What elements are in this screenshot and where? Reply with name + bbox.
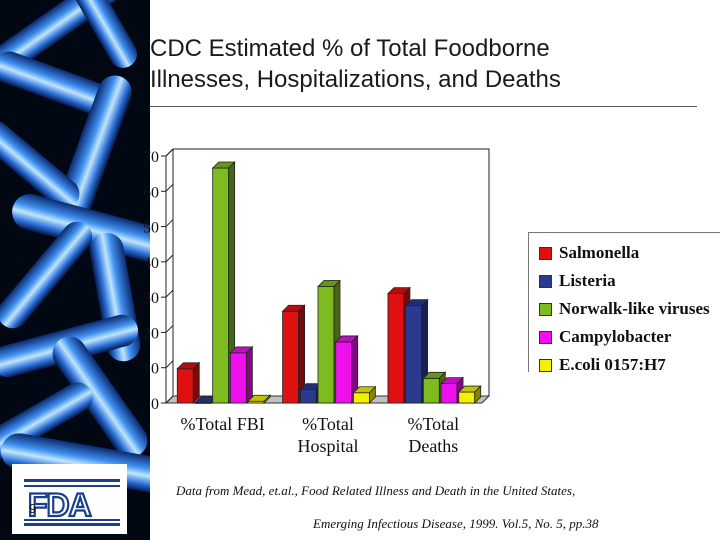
y-tick-depth [165, 289, 174, 298]
legend-item: Salmonella [539, 239, 720, 267]
y-tick-depth [165, 183, 174, 192]
legend-swatch [539, 358, 552, 372]
legend-label: E.coli 0157:H7 [559, 355, 666, 374]
legend-item: Listeria [539, 267, 720, 295]
bar [247, 394, 272, 404]
source-citation-line-2: Emerging Infectious Disease, 1999. Vol.5… [313, 516, 599, 531]
y-tick-depth [165, 360, 174, 369]
x-category-label: %Total FBI [181, 414, 265, 434]
y-tick-depth [165, 148, 174, 157]
legend-label: Campylobacter [559, 327, 672, 346]
y-tick-depth [165, 325, 174, 333]
legend-item: E.coli 0157:H7 [539, 351, 720, 379]
fda-logo-text: FDA [28, 487, 92, 523]
y-tick-label: 60 [143, 184, 159, 201]
y-tick-label: 0 [151, 396, 159, 413]
x-axis-category-labels: %Total FBI %Total Hospital %Total Deaths [181, 414, 460, 456]
y-tick-label: 50 [143, 220, 159, 237]
chart-legend: Salmonella Listeria Norwalk-like viruses Ca… [528, 232, 720, 374]
legend-swatch [539, 246, 552, 260]
y-tick-label: 70 [143, 149, 159, 166]
bar [352, 385, 377, 404]
title-underline [150, 106, 697, 107]
slide-number: 9 [29, 501, 37, 516]
legend-swatch [539, 330, 552, 344]
fda-logo: FDA [24, 479, 120, 526]
legend-swatch [539, 274, 552, 288]
y-tick-label: 40 [143, 255, 159, 272]
legend-label: Salmonella [559, 243, 640, 262]
y-tick-label: 10 [143, 361, 159, 378]
x-category-label: %Total Deaths [407, 414, 459, 456]
legend-swatch [539, 302, 552, 316]
y-tick-label: 20 [143, 325, 159, 342]
y-tick-label: 30 [143, 290, 159, 307]
title-line-2: Illnesses, Hospitalizations, and Deaths [150, 66, 561, 93]
bar [211, 161, 236, 404]
slide-title: CDC Estimated % of Total Foodborne Illne… [150, 33, 710, 95]
legend-item: Campylobacter [539, 323, 720, 351]
legend-item: Norwalk-like viruses [539, 295, 720, 323]
y-tick-depth [165, 395, 174, 404]
legend-label: Norwalk-like viruses [559, 299, 710, 318]
bar [334, 334, 359, 404]
bacteria-sidebar-image [0, 0, 150, 540]
legend-label: Listeria [559, 271, 616, 290]
title-line-1: CDC Estimated % of Total Foodborne [150, 35, 550, 62]
bar [457, 385, 482, 404]
y-axis-tick-labels: 0 10 20 30 40 50 60 70 [143, 149, 159, 413]
y-tick-depth [165, 254, 174, 263]
bar [176, 361, 201, 404]
x-category-label: %Total Hospital [298, 414, 359, 456]
y-tick-depth [165, 219, 174, 227]
source-citation-line-1: Data from Mead, et.al., Food Related Ill… [176, 483, 576, 498]
bar [229, 345, 254, 404]
chart-bars [176, 161, 482, 404]
